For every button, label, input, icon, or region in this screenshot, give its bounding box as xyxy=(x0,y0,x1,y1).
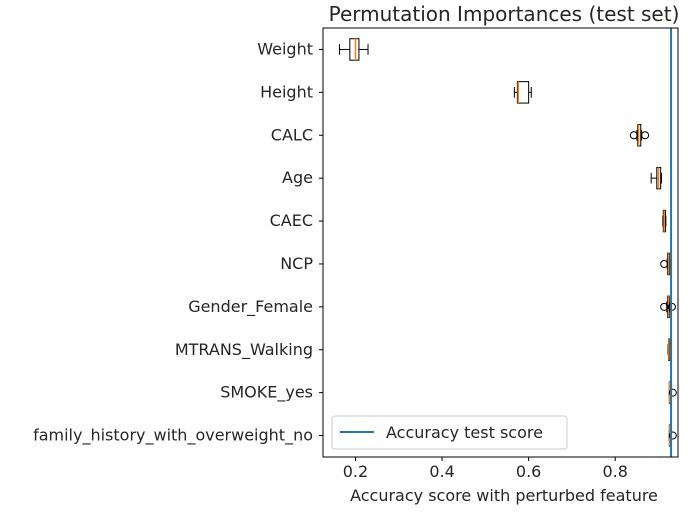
outlier-point xyxy=(660,302,669,311)
x-axis-label: Accuracy score with perturbed feature xyxy=(350,486,658,505)
y-tick-label: family_history_with_overweight_no xyxy=(33,426,313,446)
chart-title: Permutation Importances (test set) xyxy=(329,2,680,26)
x-tick-label: 0.8 xyxy=(602,462,627,481)
y-tick-label: Age xyxy=(282,168,313,187)
y-tick-label: MTRANS_Walking xyxy=(175,340,313,360)
legend-box xyxy=(331,415,568,450)
plot-frame xyxy=(322,27,679,458)
box-Height xyxy=(513,81,532,104)
y-tick-label: Gender_Female xyxy=(188,297,313,317)
outlier-point xyxy=(660,259,669,268)
legend-label: Accuracy test score xyxy=(386,423,543,442)
x-tick-label: 0.6 xyxy=(516,462,541,481)
box-iqr xyxy=(349,38,360,61)
legend: Accuracy test score xyxy=(331,415,568,450)
outlier-point xyxy=(668,388,677,397)
outlier-point xyxy=(668,431,677,440)
x-axis-ticks: 0.2 0.4 0.6 0.8 xyxy=(343,457,628,481)
box-NCP xyxy=(660,252,671,276)
box-iqr xyxy=(516,81,530,104)
x-tick-label: 0.4 xyxy=(429,462,454,481)
box-CAEC xyxy=(662,209,667,233)
y-tick-label: SMOKE_yes xyxy=(220,383,313,403)
box-Gender_Female xyxy=(660,295,676,319)
y-tick-label: Weight xyxy=(257,39,313,58)
y-tick-label: CALC xyxy=(271,125,313,144)
y-tick-label: NCP xyxy=(280,254,313,273)
outlier-point xyxy=(629,131,638,140)
box-CALC xyxy=(629,124,650,147)
plot-area xyxy=(338,28,677,457)
box-Weight xyxy=(338,38,369,61)
y-tick-label: CAEC xyxy=(270,211,313,230)
box-MTRANS_Walking xyxy=(667,338,671,361)
y-tick-label: Height xyxy=(260,82,313,101)
x-tick-label: 0.2 xyxy=(343,462,368,481)
y-axis-ticks: Weight Height CALC Age CAEC NCP Gender_Female M… xyxy=(33,39,323,446)
outlier-point xyxy=(641,131,650,140)
box-Age xyxy=(650,166,663,190)
